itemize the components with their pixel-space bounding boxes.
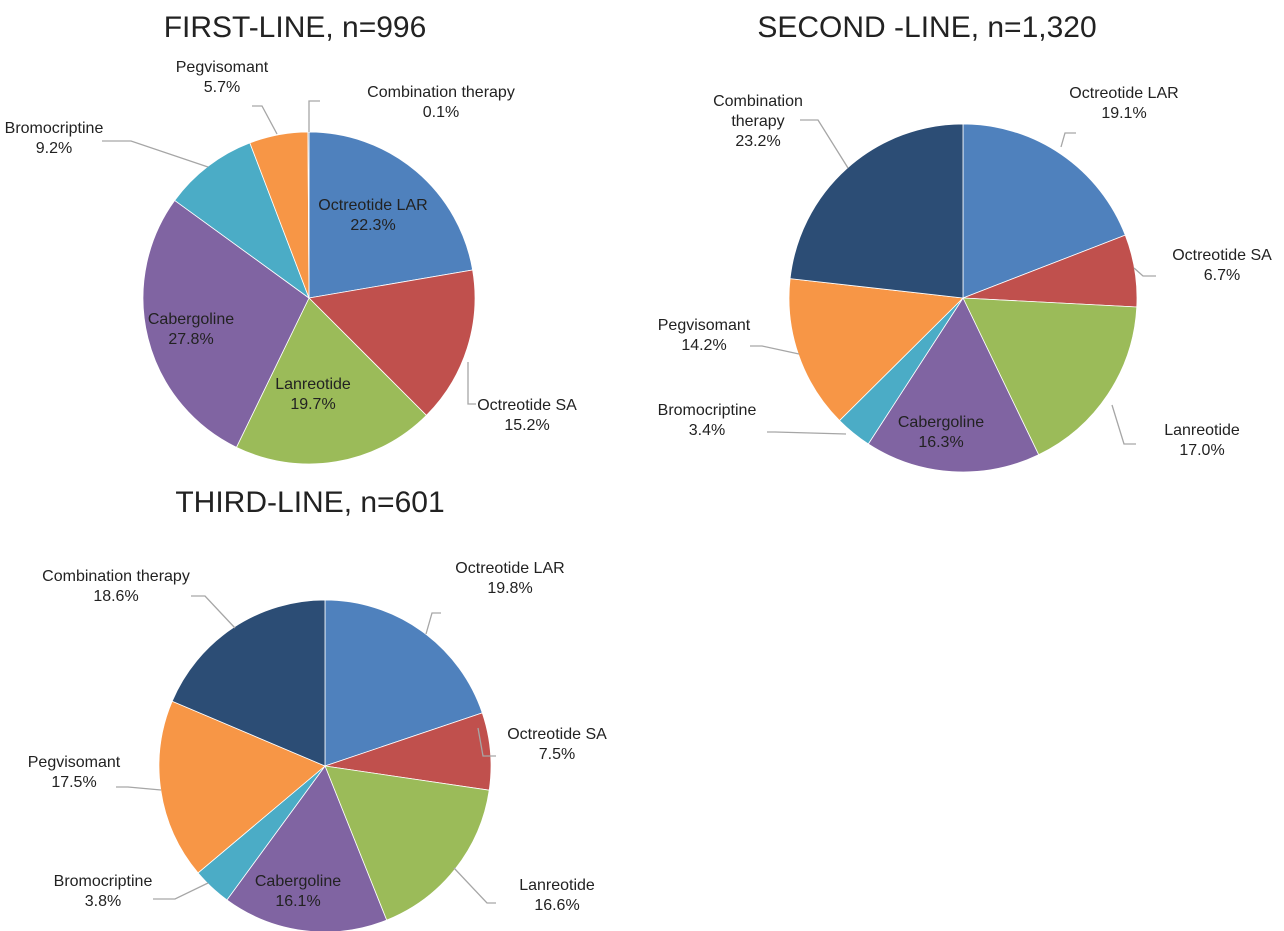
slice-category-label: Octreotide SA (1172, 247, 1272, 264)
pie-slice-octreotide-lar (962, 123, 1126, 299)
slice-category-label: Pegvisomant (28, 754, 121, 771)
leader-line-pegvisomant (116, 786, 162, 791)
slice-category-label: Bromocriptine (5, 120, 104, 137)
slice-category-label: Octreotide SA (477, 397, 577, 414)
slice-value-label: 9.2% (36, 140, 72, 157)
leader-line-octreotide-lar (425, 612, 441, 635)
slice-category-label: Cabergoline (255, 873, 341, 890)
leader-line-bromocriptine (153, 882, 209, 900)
slice-value-label: 6.7% (1204, 267, 1240, 284)
slice-category-label: Lanreotide (519, 877, 595, 894)
slice-category-label: Octreotide LAR (318, 197, 427, 214)
leader-line-bromocriptine (767, 431, 847, 435)
leader-line-octreotide-lar (1060, 132, 1076, 148)
slice-category-label: Pegvisomant (658, 317, 751, 334)
leader-line-octreotide-sa (467, 362, 476, 405)
slice-category-label: Pegvisomant (176, 59, 269, 76)
leader-line-combination-therapy (800, 119, 849, 169)
pie-slice-pegvisomant (788, 278, 964, 422)
slice-value-label: 23.2% (735, 133, 780, 150)
slice-category-label: Octreotide LAR (1069, 85, 1178, 102)
pie-slice-lanreotide (962, 297, 1138, 456)
slice-value-label: 22.3% (350, 217, 395, 234)
leader-line-bromocriptine (102, 140, 209, 168)
slice-value-label: 3.4% (689, 422, 725, 439)
leader-line-combination-therapy (308, 100, 320, 132)
pie-slice-cabergoline (142, 199, 310, 448)
slice-value-label: 16.1% (275, 893, 320, 910)
pie-slice-lanreotide (235, 297, 427, 465)
chart-title-second-line: SECOND -LINE, n=1,320 (757, 11, 1096, 44)
slice-value-label: 17.0% (1179, 442, 1224, 459)
slice-category-label: Lanreotide (1164, 422, 1240, 439)
pie-slice-octreotide-lar (308, 131, 474, 299)
slice-value-label: 17.5% (51, 774, 96, 791)
leader-line-lanreotide (1111, 404, 1136, 445)
pie-slice-octreotide-sa (308, 269, 476, 416)
pie-slices (158, 599, 492, 931)
leader-line-octreotide-sa (1133, 267, 1156, 277)
slice-category-label: Bromocriptine (54, 873, 153, 890)
leader-line-pegvisomant (252, 105, 278, 135)
slice-category-label: Combination therapy (367, 84, 515, 101)
chart-title-third-line: THIRD-LINE, n=601 (175, 486, 444, 519)
leader-line-combination-therapy (191, 595, 236, 629)
slice-category-label: therapy (731, 113, 784, 130)
leader-line-pegvisomant (750, 345, 800, 355)
slice-value-label: 3.8% (85, 893, 121, 910)
pie-slice-cabergoline (867, 297, 1040, 473)
pie-slice-bromocriptine (174, 142, 310, 300)
slice-value-label: 19.1% (1101, 105, 1146, 122)
pie-slices (788, 123, 1138, 473)
slice-value-label: 16.6% (534, 897, 579, 914)
slice-value-label: 15.2% (504, 417, 549, 434)
slice-value-label: 5.7% (204, 79, 240, 96)
slice-value-label: 19.7% (290, 396, 335, 413)
pie-slice-combination-therapy (171, 599, 326, 767)
slice-value-label: 27.8% (168, 331, 213, 348)
pie-slice-octreotide-lar (324, 599, 483, 767)
first-line-pie-chart: FIRST-LINE, n=996 Octreotide LAR 22.3% Oct… (5, 11, 577, 465)
leader-line-octreotide-sa (477, 727, 496, 757)
slice-value-label: 7.5% (539, 746, 575, 763)
slice-category-label: Cabergoline (898, 414, 984, 431)
third-line-pie-chart: THIRD-LINE, n=601 Octreotide LAR 19.8% Oct… (28, 486, 607, 931)
chart-title-first-line: FIRST-LINE, n=996 (164, 11, 427, 44)
slice-value-label: 0.1% (423, 104, 459, 121)
slice-value-label: 18.6% (93, 588, 138, 605)
slice-category-label: Octreotide LAR (455, 560, 564, 577)
slice-category-label: Combination therapy (42, 568, 190, 585)
slice-value-label: 16.3% (918, 434, 963, 451)
slice-category-label: Lanreotide (275, 376, 351, 393)
slice-value-label: 14.2% (681, 337, 726, 354)
second-line-pie-chart: SECOND -LINE, n=1,320 Octreotide LAR 19.1… (658, 11, 1272, 473)
pie-slice-pegvisomant (158, 700, 326, 874)
pie-slice-combination-therapy (789, 123, 964, 299)
leader-line-lanreotide (453, 867, 496, 904)
pie-slices (142, 131, 476, 465)
slice-value-label: 19.8% (487, 580, 532, 597)
slice-category-label: Combination (713, 93, 803, 110)
slice-category-label: Octreotide SA (507, 726, 607, 743)
slice-category-label: Bromocriptine (658, 402, 757, 419)
slice-category-label: Cabergoline (148, 311, 234, 328)
